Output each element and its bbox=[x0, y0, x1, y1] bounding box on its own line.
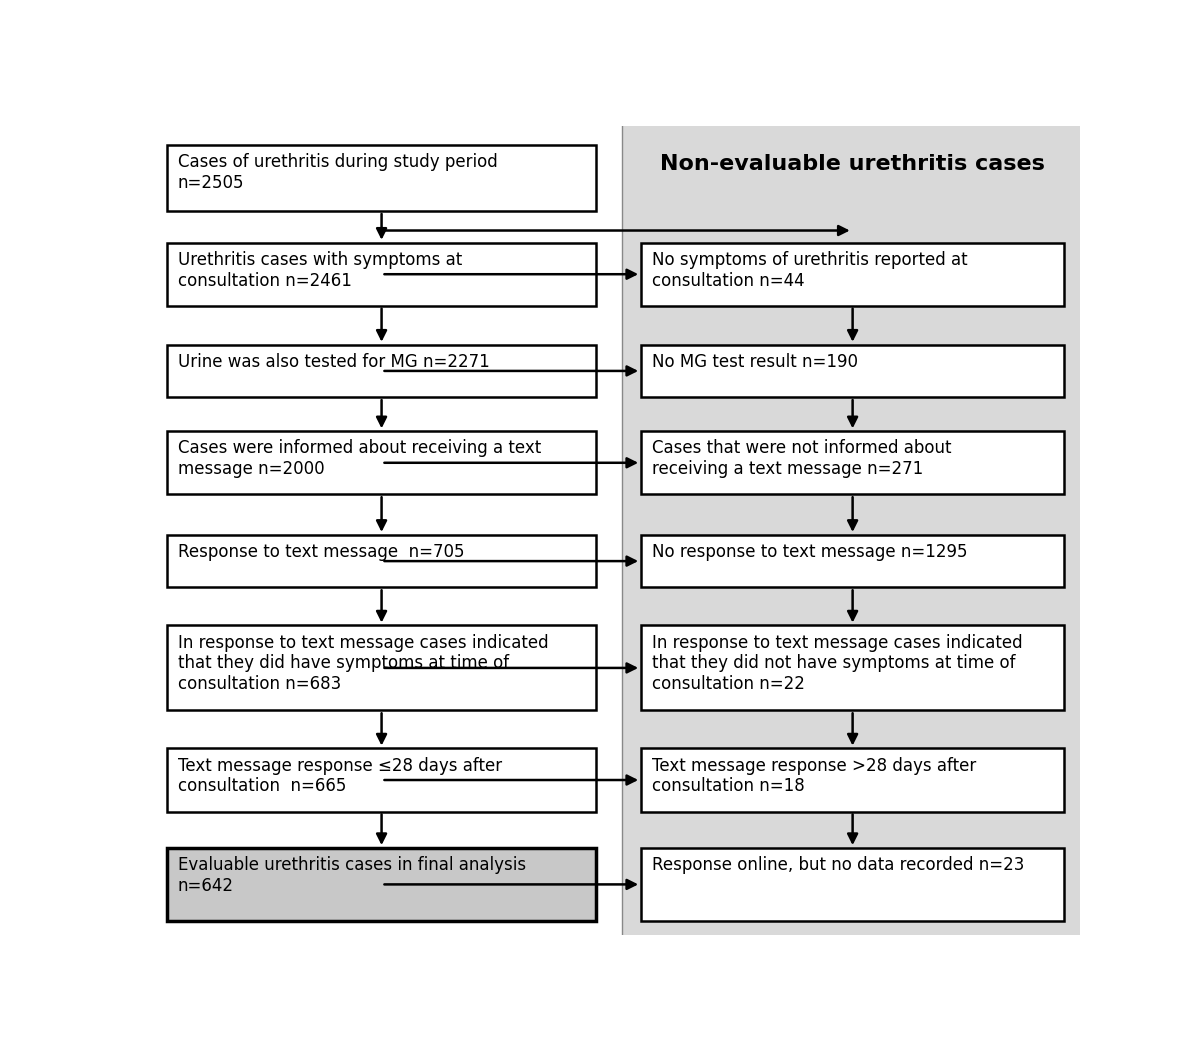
Bar bbox=[167, 625, 596, 710]
Text: Urine was also tested for MG n=2271: Urine was also tested for MG n=2271 bbox=[178, 353, 490, 371]
Text: In response to text message cases indicated
that they did have symptoms at time : In response to text message cases indica… bbox=[178, 634, 548, 693]
Text: No MG test result n=190: No MG test result n=190 bbox=[653, 353, 858, 371]
Bar bbox=[167, 431, 596, 494]
Text: Evaluable urethritis cases in final analysis
n=642: Evaluable urethritis cases in final anal… bbox=[178, 857, 526, 894]
Bar bbox=[167, 345, 596, 397]
Text: Response to text message  n=705: Response to text message n=705 bbox=[178, 543, 464, 561]
Text: In response to text message cases indicated
that they did not have symptoms at t: In response to text message cases indica… bbox=[653, 634, 1022, 693]
Text: Urethritis cases with symptoms at
consultation n=2461: Urethritis cases with symptoms at consul… bbox=[178, 251, 462, 289]
Bar bbox=[167, 145, 596, 211]
Bar bbox=[641, 345, 1064, 397]
Bar bbox=[167, 535, 596, 588]
Bar bbox=[167, 748, 596, 811]
Bar bbox=[641, 848, 1064, 921]
Bar bbox=[623, 126, 1080, 935]
Text: Non-evaluable urethritis cases: Non-evaluable urethritis cases bbox=[660, 154, 1044, 174]
Bar bbox=[641, 748, 1064, 811]
Text: Cases that were not informed about
receiving a text message n=271: Cases that were not informed about recei… bbox=[653, 439, 952, 478]
Text: Text message response ≤28 days after
consultation  n=665: Text message response ≤28 days after con… bbox=[178, 757, 502, 796]
Bar bbox=[641, 243, 1064, 306]
Bar bbox=[641, 535, 1064, 588]
Text: Text message response >28 days after
consultation n=18: Text message response >28 days after con… bbox=[653, 757, 977, 796]
Text: Cases of urethritis during study period
n=2505: Cases of urethritis during study period … bbox=[178, 152, 498, 191]
Bar bbox=[167, 848, 596, 921]
Bar bbox=[641, 431, 1064, 494]
Bar bbox=[167, 243, 596, 306]
Text: No response to text message n=1295: No response to text message n=1295 bbox=[653, 543, 967, 561]
Text: No symptoms of urethritis reported at
consultation n=44: No symptoms of urethritis reported at co… bbox=[653, 251, 968, 289]
Text: Response online, but no data recorded n=23: Response online, but no data recorded n=… bbox=[653, 857, 1025, 874]
Bar bbox=[641, 625, 1064, 710]
Text: Cases were informed about receiving a text
message n=2000: Cases were informed about receiving a te… bbox=[178, 439, 541, 478]
